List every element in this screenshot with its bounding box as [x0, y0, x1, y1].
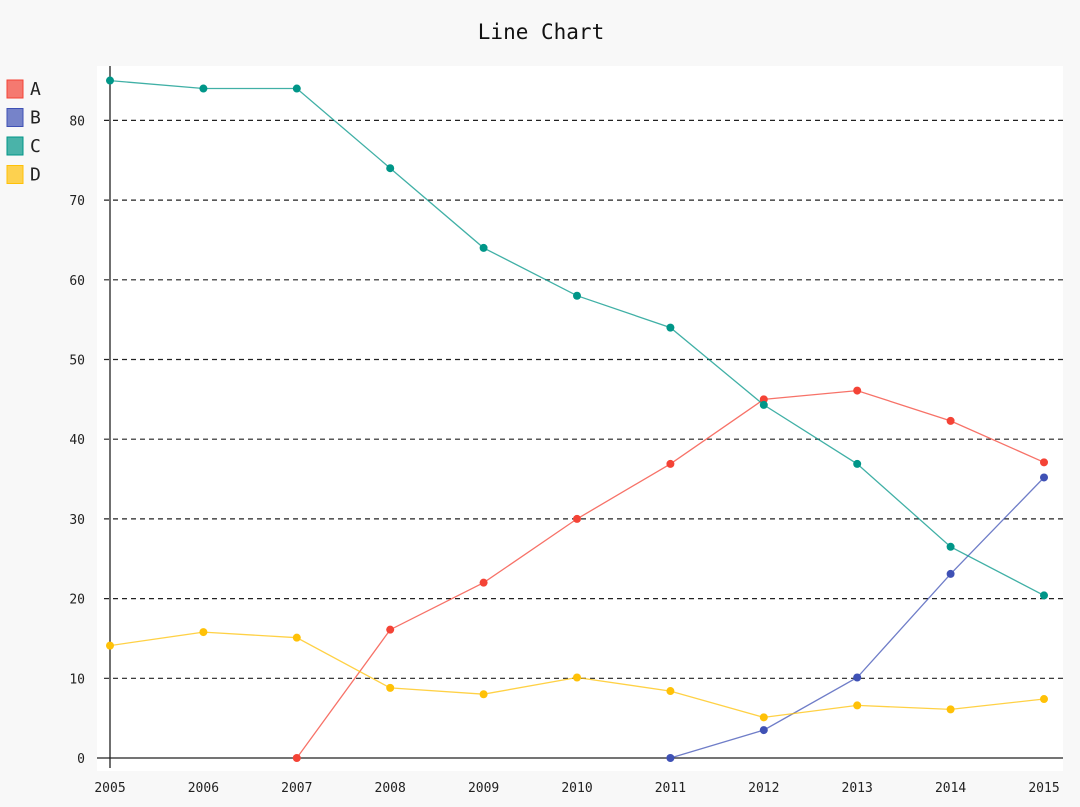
y-tick-label: 40 — [69, 433, 85, 448]
x-tick-label: 2006 — [188, 781, 219, 796]
series-B — [666, 473, 1048, 762]
legend-label: D — [30, 165, 41, 186]
data-point — [666, 323, 675, 332]
data-point — [573, 514, 581, 523]
data-point — [946, 569, 955, 578]
data-point — [1040, 591, 1048, 600]
legend-swatch — [6, 79, 24, 99]
data-point — [853, 701, 862, 710]
data-point — [106, 76, 114, 85]
legend-swatch — [6, 136, 24, 156]
data-point — [386, 625, 395, 634]
data-point — [479, 690, 488, 699]
data-point — [573, 291, 581, 300]
y-tick-label: 70 — [69, 194, 85, 209]
series-D — [106, 628, 1048, 722]
x-tick-label: 2011 — [655, 781, 686, 796]
x-tick-label: 2007 — [281, 781, 312, 796]
data-point — [759, 395, 768, 404]
y-tick-label: 30 — [69, 513, 85, 528]
data-point — [946, 542, 955, 551]
x-tick-label: 2005 — [94, 781, 125, 796]
data-point — [946, 416, 955, 425]
series-A — [292, 386, 1048, 762]
data-point — [666, 459, 675, 468]
data-point — [1040, 458, 1048, 467]
x-tick-label: 2009 — [468, 781, 499, 796]
data-point — [386, 683, 395, 692]
data-point — [479, 243, 488, 252]
x-tick-label: 2013 — [842, 781, 873, 796]
data-point — [946, 705, 955, 714]
data-point — [853, 673, 862, 682]
data-point — [199, 628, 208, 637]
legend-swatch — [6, 108, 24, 127]
data-point — [1040, 695, 1048, 704]
data-point — [1040, 473, 1048, 482]
y-tick-label: 80 — [69, 114, 85, 129]
series — [106, 76, 1048, 762]
data-point — [292, 84, 301, 93]
data-point — [759, 713, 768, 722]
y-tick-label: 20 — [69, 593, 85, 608]
x-tick-label: 2015 — [1028, 781, 1059, 796]
data-point — [386, 164, 395, 173]
data-point — [853, 386, 862, 395]
data-point — [666, 687, 675, 696]
data-point — [106, 641, 114, 650]
series-C — [106, 76, 1048, 600]
data-point — [759, 400, 768, 409]
legend-label: C — [30, 136, 41, 157]
y-tick-label: 0 — [77, 752, 85, 767]
data-point — [292, 633, 301, 642]
data-point — [479, 578, 488, 587]
data-point — [573, 673, 581, 682]
data-point — [853, 459, 862, 468]
data-point — [666, 754, 675, 762]
y-tick-label: 50 — [69, 354, 85, 369]
legend-label: B — [30, 108, 41, 129]
data-point — [199, 84, 208, 93]
data-point — [759, 726, 768, 735]
legend-label: A — [30, 79, 41, 100]
x-tick-label: 2014 — [935, 781, 966, 796]
x-tick-label: 2008 — [375, 781, 406, 796]
chart-title: Line Chart — [478, 20, 604, 44]
axes: 0 10 20 30 40 50 60 70 80 2005 2006 2007 2008 2009 201… — [69, 66, 1063, 796]
plot-background — [97, 66, 1063, 771]
x-tick-label: 2010 — [561, 781, 592, 796]
data-point — [292, 754, 301, 762]
legend-swatch — [6, 165, 24, 184]
y-tick-label: 10 — [69, 672, 85, 687]
x-tick-label: 2012 — [748, 781, 779, 796]
y-tick-label: 60 — [69, 274, 85, 289]
